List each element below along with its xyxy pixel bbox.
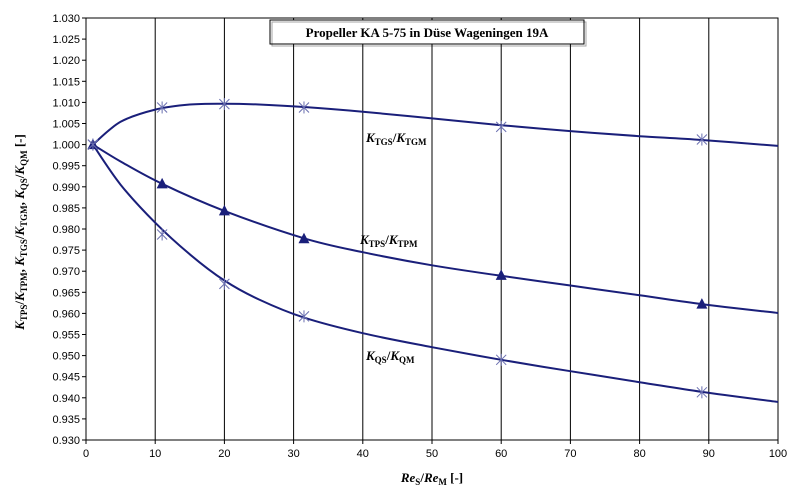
data-point-triangle: [156, 177, 168, 189]
data-point-star: [495, 353, 507, 366]
data-point-star: [696, 386, 708, 399]
x-tick-label: 40: [357, 448, 369, 460]
y-tick-label: 0.975: [52, 245, 80, 257]
x-tick-label: 80: [633, 448, 645, 460]
data-point-star: [696, 133, 708, 146]
y-tick-label: 0.990: [52, 182, 80, 194]
series-line: [92, 143, 779, 314]
y-tick-label: 0.950: [52, 351, 80, 363]
y-tick-label: 0.935: [52, 414, 80, 426]
x-tick-label: 20: [218, 448, 230, 460]
y-tick-label: 0.995: [52, 161, 80, 173]
x-tick-label: 10: [149, 448, 161, 460]
y-tick-labels: 0.930 0.935 0.940 0.945 0.950 0.955 0.960 0.965…: [52, 13, 86, 447]
data-point-star: [156, 228, 168, 241]
y-axis-label: KTPS/KTPM, KTGS/KTGM, KQS/KQM [-]: [12, 134, 29, 331]
data-point-star: [298, 101, 310, 114]
series-label: KQS/KQM: [365, 348, 415, 365]
y-tick-label: 0.970: [52, 266, 80, 278]
y-tick-label: 1.015: [52, 76, 80, 88]
data-point-triangle: [298, 232, 310, 244]
y-tick-label: 0.960: [52, 308, 80, 320]
data-point-star: [495, 120, 507, 133]
data-point-star: [219, 98, 230, 111]
y-tick-label: 0.985: [52, 203, 80, 215]
y-tick-label: 1.010: [52, 97, 80, 109]
x-tick-labels: 0 10 20 30 40 50 60 70 80 90 100: [83, 440, 787, 460]
y-tick-label: 0.930: [52, 435, 80, 447]
chart-title-box: Propeller KA 5-75 in Düse Wageningen 19A: [269, 19, 587, 47]
y-tick-label: 1.030: [52, 13, 80, 25]
x-tick-label: 0: [83, 448, 89, 460]
series-lines: [92, 102, 779, 403]
data-point-star: [87, 138, 99, 151]
y-tick-label: 0.945: [52, 372, 80, 384]
x-tick-label: 100: [769, 448, 787, 460]
series-label: KTGS/KTGM: [365, 130, 427, 147]
series-labels: KTGS/KTGM KTPS/KTPM KQS/KQM: [359, 130, 427, 365]
x-tick-label: 90: [703, 448, 715, 460]
series-line: [92, 102, 779, 147]
y-tick-label: 1.025: [52, 34, 80, 46]
x-tick-label: 70: [564, 448, 576, 460]
y-tick-label: 1.005: [52, 119, 80, 131]
data-point-star: [219, 277, 230, 290]
chart-title: Propeller KA 5-75 in Düse Wageningen 19A: [306, 25, 549, 40]
data-point-triangle: [696, 298, 708, 309]
y-tick-label: 1.020: [52, 55, 80, 67]
x-tick-label: 30: [287, 448, 299, 460]
grid: [154, 18, 710, 440]
y-tick-label: 0.980: [52, 224, 80, 236]
y-tick-label: 0.940: [52, 393, 80, 405]
x-tick-label: 50: [426, 448, 438, 460]
series-label: KTPS/KTPM: [359, 232, 418, 249]
series-line: [92, 144, 779, 403]
data-point-triangle: [495, 269, 507, 280]
data-point-star: [298, 310, 310, 323]
data-point-star: [156, 101, 168, 114]
data-point-triangle: [218, 204, 230, 216]
x-tick-label: 60: [495, 448, 507, 460]
y-tick-label: 0.965: [52, 287, 80, 299]
y-tick-label: 1.000: [52, 140, 80, 152]
x-axis-label: ReS/ReM [-]: [400, 470, 463, 487]
y-tick-label: 0.955: [52, 330, 80, 342]
series-markers: [87, 98, 708, 399]
